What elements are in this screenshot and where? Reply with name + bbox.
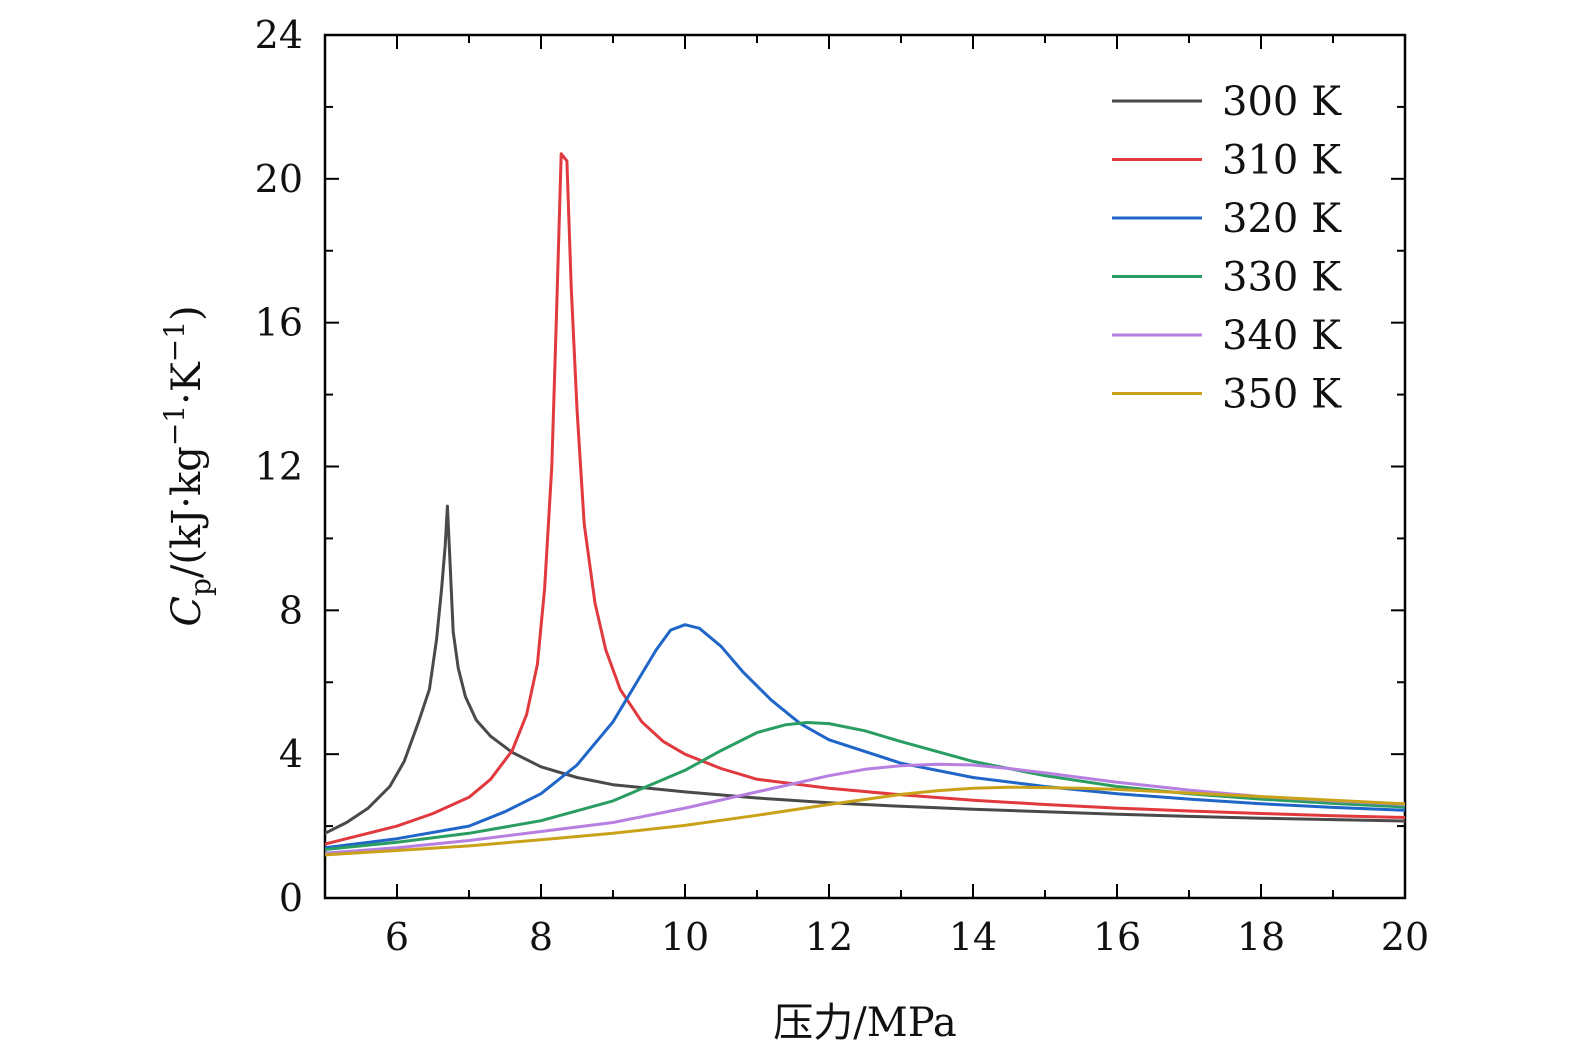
legend-label: 340 K xyxy=(1222,313,1342,359)
legend-label: 330 K xyxy=(1222,255,1342,301)
legend-label: 320 K xyxy=(1222,196,1342,242)
x-tick-label: 18 xyxy=(1237,915,1285,959)
y-tick-label: 12 xyxy=(255,445,303,489)
legend: 300 K 310 K 320 K 330 K 340 K 350 K xyxy=(1112,79,1342,418)
legend-label: 350 K xyxy=(1222,372,1342,418)
series-line-340-k xyxy=(325,762,1405,855)
series-line-350-k xyxy=(325,785,1405,857)
y-axis-tick-labels: 0 4 8 12 16 20 24 xyxy=(255,13,303,920)
y-axis-title-symbol: C xyxy=(164,596,210,627)
y-axis-title-unit-mid: ·K xyxy=(164,361,210,405)
x-tick-label: 6 xyxy=(385,915,409,959)
x-axis-title: 压力/MPa xyxy=(773,1000,956,1046)
x-axis-tick-labels: 6 8 10 12 14 16 18 20 xyxy=(385,915,1429,959)
legend-label: 310 K xyxy=(1222,138,1342,184)
x-tick-label: 8 xyxy=(529,915,553,959)
x-tick-label: 10 xyxy=(661,915,709,959)
y-tick-label: 20 xyxy=(255,157,303,201)
series-line-310-k xyxy=(325,152,1405,846)
y-axis-title-subscript: p xyxy=(184,578,217,596)
y-tick-label: 0 xyxy=(279,876,303,920)
y-tick-label: 4 xyxy=(279,732,303,776)
y-axis-title-unit-suffix: ) xyxy=(164,305,210,321)
y-axis-title-unit-prefix: /(kJ·kg xyxy=(164,446,210,578)
series-line-300-k xyxy=(325,504,1405,835)
y-axis-title-exp2: −1 xyxy=(158,321,191,362)
series-lines xyxy=(325,152,1405,857)
series-line-320-k xyxy=(325,623,1405,850)
y-axis-title: Cp/(kJ·kg−1·K−1) xyxy=(158,305,217,626)
x-tick-label: 16 xyxy=(1093,915,1141,959)
legend-label: 300 K xyxy=(1222,79,1342,125)
x-tick-label: 12 xyxy=(805,915,853,959)
y-tick-label: 16 xyxy=(255,301,303,345)
x-tick-label: 14 xyxy=(949,915,997,959)
y-tick-label: 8 xyxy=(279,588,303,632)
y-axis-title-exp1: −1 xyxy=(158,405,191,446)
series-line-330-k xyxy=(325,721,1405,851)
y-tick-label: 24 xyxy=(255,13,303,57)
y-axis-ticks xyxy=(325,34,1405,899)
x-axis-ticks xyxy=(324,35,1406,898)
x-tick-label: 20 xyxy=(1381,915,1429,959)
